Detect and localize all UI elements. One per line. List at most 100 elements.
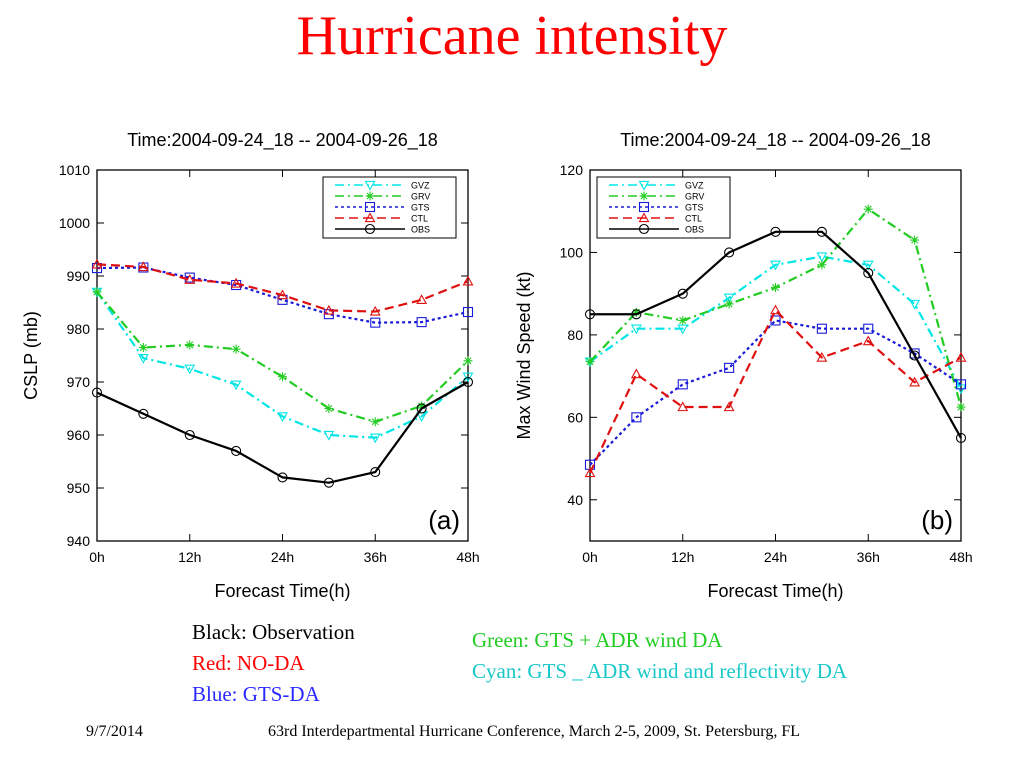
- chart-a-point-obs: [416, 403, 427, 414]
- chart-b-legend-label-gvz: GVZ: [685, 181, 704, 191]
- chart-b-point-ctl: [816, 351, 828, 362]
- chart-b-point-ctl: [770, 304, 781, 315]
- chart-a-point-ctl: [91, 258, 103, 269]
- chart-b-point-grv: [724, 299, 734, 309]
- chart-a-point-gvz: [369, 433, 381, 444]
- chart-a-legend-marker-ctl: [364, 212, 376, 223]
- chart-a-point-obs: [138, 408, 149, 419]
- chart-a-panel-label: (a): [428, 505, 460, 535]
- chart-b-point-gvz: [630, 324, 642, 335]
- chart-b-ytick-label: 40: [567, 492, 583, 508]
- chart-b-point-gvz: [909, 299, 921, 310]
- chart-b-legend-marker-gvz: [638, 180, 650, 191]
- chart-a-point-grv: [138, 343, 148, 353]
- chart-b-point-gvz: [770, 260, 781, 271]
- chart-b-panel-label: (b): [921, 505, 953, 535]
- chart-b-ytick-label: 100: [560, 244, 584, 260]
- chart-b-point-ctl: [909, 376, 921, 387]
- chart-a-point-obs: [91, 387, 103, 398]
- chart-b-point-obs: [724, 247, 735, 258]
- caption-black: Black: Observation: [192, 620, 355, 644]
- chart-a-point-gvz: [277, 412, 288, 423]
- chart-b-line-gvz: [589, 255, 962, 390]
- chart-a-point-grv: [92, 287, 102, 297]
- chart-b-point-gts: [955, 379, 967, 390]
- chart-a-point-ctl: [369, 305, 381, 316]
- chart-b-xtick-label: 0h: [582, 549, 598, 565]
- chart-b-point-grv: [678, 315, 688, 325]
- chart-a-legend-label-ctl: CTL: [411, 214, 428, 224]
- footer-conference: 63rd Interdepartmental Hurricane Confere…: [268, 723, 800, 740]
- chart-a-ytick-label: 1000: [59, 215, 90, 231]
- chart-a-xtick-label: 36h: [364, 549, 387, 565]
- chart-a-line-gvz: [96, 291, 469, 439]
- chart-b-point-ctl: [630, 368, 642, 379]
- chart-a-ylabel: CSLP (mb): [21, 311, 41, 400]
- chart-a-point-grv: [463, 356, 473, 366]
- chart-b-point-gts: [724, 362, 735, 373]
- chart-b-point-gts: [631, 412, 642, 423]
- chart-b-xtick-label: 48h: [949, 549, 972, 565]
- chart-b-point-grv: [956, 402, 966, 412]
- chart-b-legend-marker-gts: [638, 201, 650, 213]
- chart-a-line-grv: [96, 291, 469, 423]
- chart-a-point-ctl: [137, 261, 149, 272]
- chart-a-legend-label-grv: GRV: [411, 192, 430, 202]
- chart-b-series-gts: [584, 315, 967, 470]
- chart-b-legend-label-grv: GRV: [685, 192, 704, 202]
- chart-b-xtick-label: 12h: [671, 549, 694, 565]
- chart-b-point-gvz: [723, 293, 735, 304]
- chart-a-xtick-label: 0h: [89, 549, 105, 565]
- chart-a-legend-marker-gvz: [364, 180, 376, 191]
- chart-a-point-obs: [323, 477, 334, 488]
- chart-a-point-obs: [277, 472, 288, 483]
- chart-b-point-grv: [817, 260, 827, 270]
- chart-b-point-grv: [631, 307, 641, 317]
- chart-a-xtick-label: 48h: [456, 549, 479, 565]
- chart-a-point-ctl: [323, 304, 335, 315]
- chart-b-point-ctl: [677, 401, 689, 412]
- chart-a-point-obs: [231, 445, 242, 456]
- caption-cyan: Cyan: GTS _ ADR wind and reflectivity DA: [472, 659, 848, 683]
- slide-title: Hurricane intensity: [296, 5, 728, 67]
- chart-b-ytick-label: 80: [567, 327, 583, 343]
- chart-b-point-ctl: [723, 401, 735, 412]
- chart-a-point-gvz: [462, 372, 474, 383]
- chart-b-line-obs: [590, 230, 962, 439]
- chart-a-legend-marker-obs: [364, 223, 376, 235]
- chart-b-ytick-label: 60: [567, 409, 583, 425]
- chart-a-point-grv: [231, 344, 241, 354]
- chart-b-legend-label-gts: GTS: [685, 203, 704, 213]
- chart-b-point-gvz: [677, 324, 689, 335]
- chart-a-point-obs: [184, 429, 195, 441]
- chart-b-point-gts: [816, 323, 827, 334]
- chart-b-series-obs: [584, 226, 967, 443]
- chart-a-point-obs: [370, 467, 381, 478]
- chart-a-point-gvz: [184, 364, 196, 375]
- chart-a-legend-label-gvz: GVZ: [411, 181, 430, 191]
- chart-a-legend-marker-gts: [364, 201, 376, 213]
- chart-b-point-grv: [863, 204, 873, 214]
- chart-b-xtick-label: 24h: [764, 549, 787, 565]
- chart-b-point-ctl: [862, 335, 874, 346]
- chart-a-ytick-label: 990: [67, 268, 91, 284]
- chart-b-legend-label-obs: OBS: [685, 225, 704, 235]
- chart-b-xtick-label: 36h: [857, 549, 880, 565]
- chart-a-legend-label-obs: OBS: [411, 225, 430, 235]
- chart-a-series-ctl: [91, 258, 474, 316]
- chart-b-point-ctl: [955, 351, 967, 362]
- chart-b-series-grv: [585, 204, 966, 412]
- chart-b-point-gts: [863, 323, 874, 334]
- chart-a-point-ctl: [230, 277, 242, 288]
- chart-b-legend-marker-obs: [638, 223, 650, 235]
- chart-a-legend-marker-grv: [365, 191, 375, 201]
- caption-blue: Blue: GTS-DA: [192, 682, 320, 706]
- chart-b-legend-marker-ctl: [638, 212, 650, 223]
- chart-a-point-gts: [370, 317, 381, 328]
- chart-a-xlabel: Forecast Time(h): [214, 581, 350, 601]
- chart-a-ytick-label: 970: [67, 374, 91, 390]
- chart-b-point-grv: [910, 235, 920, 245]
- chart-a-point-gts: [462, 306, 474, 318]
